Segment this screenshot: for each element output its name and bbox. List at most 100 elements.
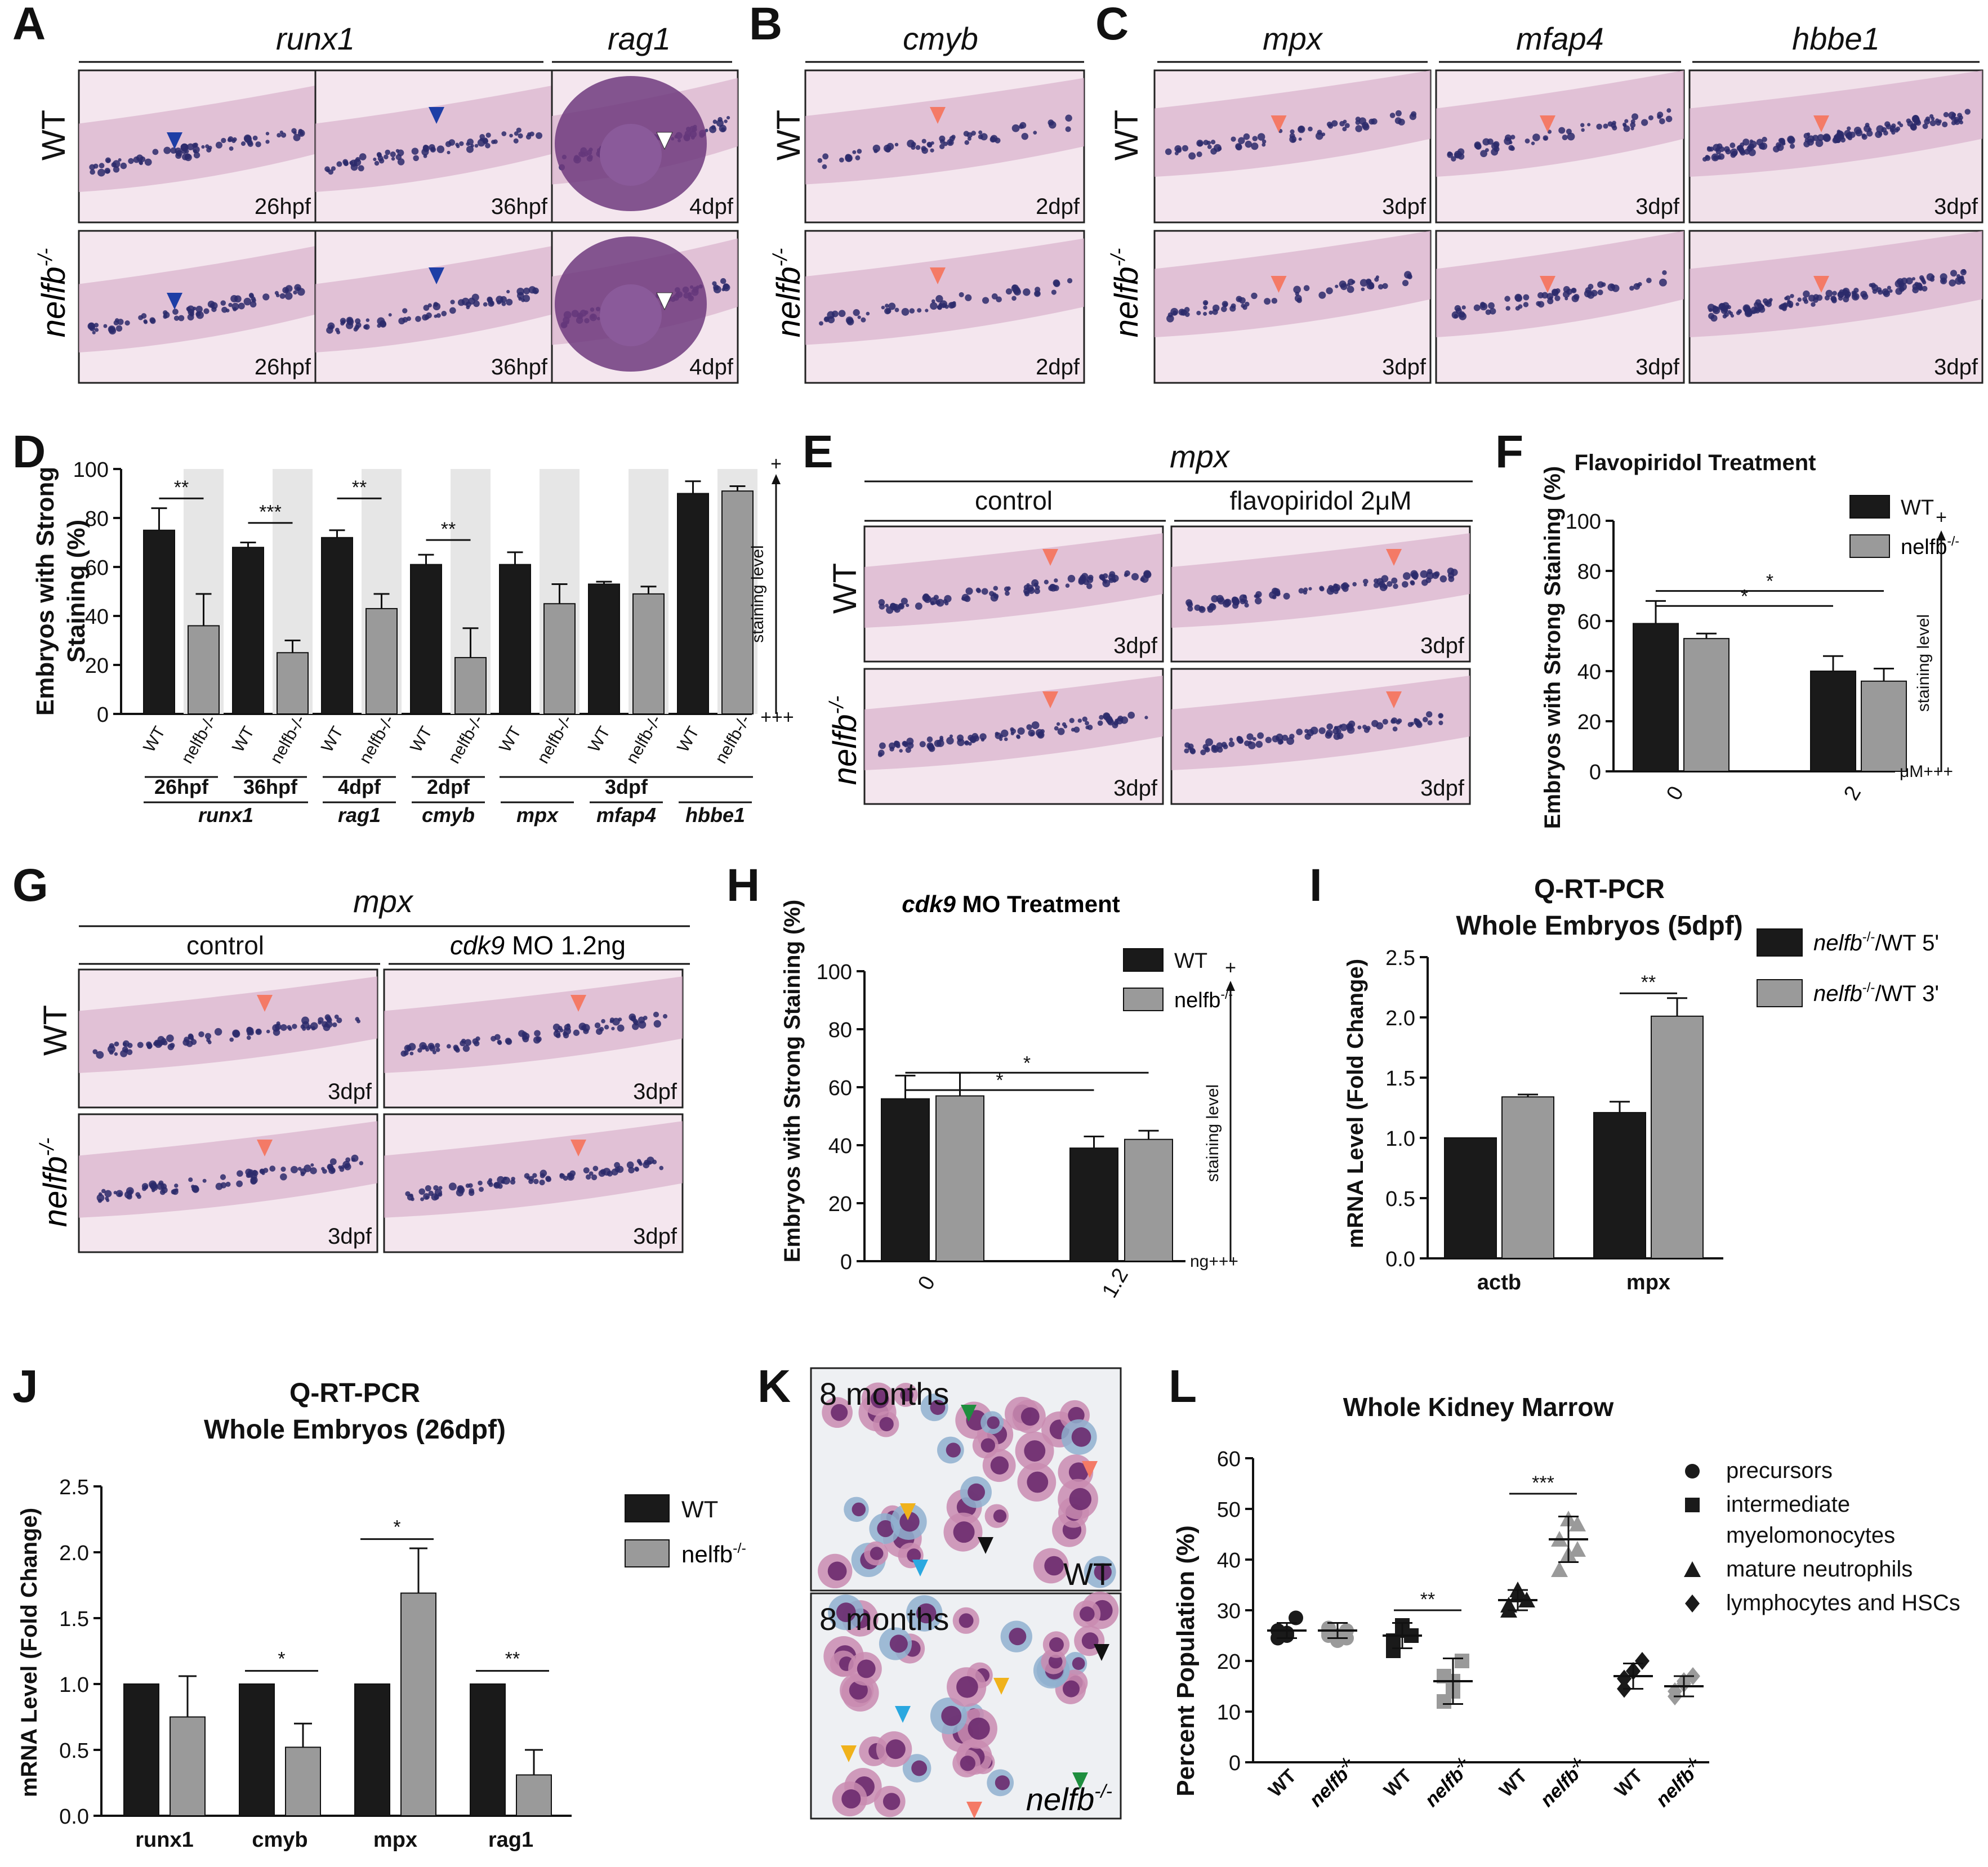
stain-spot <box>323 1024 331 1031</box>
stain-spot <box>97 1199 102 1203</box>
panel-letter: L <box>1169 1361 1197 1412</box>
stain-spot <box>1479 302 1488 311</box>
stain-spot <box>1451 156 1456 162</box>
stain-spot <box>1209 603 1216 611</box>
y-tick-label: 100 <box>817 961 852 984</box>
stain-spot <box>1293 285 1301 294</box>
legend-label: nelfb-/- <box>1901 534 1959 559</box>
stain-spot <box>1298 137 1302 141</box>
stain-spot <box>822 164 827 169</box>
chart-subtitle: Whole Embryos (26dpf) <box>204 1415 506 1445</box>
stain-spot <box>1518 304 1523 309</box>
stain-spot <box>326 1017 332 1023</box>
arrowhead-icon <box>257 995 273 1012</box>
stain-spot <box>1666 108 1671 113</box>
stain-spot <box>469 1188 475 1194</box>
y-tick-label: 2.0 <box>1385 1007 1415 1030</box>
stain-spot <box>852 150 857 154</box>
stain-spot <box>1224 598 1232 606</box>
stain-spot <box>225 1181 231 1187</box>
stage-label: 26hpf <box>154 775 209 798</box>
stain-spot <box>957 738 965 747</box>
stain-spot <box>336 330 341 334</box>
stain-spot <box>1196 310 1201 315</box>
panel-letter: H <box>726 860 760 911</box>
stain-spot <box>939 735 944 740</box>
stain-spot <box>1630 127 1634 131</box>
staining-level-label: staining level <box>748 545 767 642</box>
stain-spot <box>246 1035 251 1040</box>
staining-level-top: + <box>1936 507 1947 528</box>
stain-spot <box>1031 721 1040 730</box>
y-tick-label: 0 <box>1589 761 1601 784</box>
stain-spot <box>89 164 95 171</box>
stain-spot <box>879 604 885 610</box>
stain-spot <box>332 1022 337 1028</box>
stain-spot <box>838 310 846 318</box>
stain-spot <box>1907 120 1914 127</box>
stain-spot <box>111 162 117 168</box>
y-tick-label: 1.0 <box>59 1673 89 1697</box>
stain-spot <box>459 141 464 146</box>
stain-spot <box>1776 142 1782 148</box>
stain-spot <box>252 135 258 141</box>
stain-spot <box>1896 278 1904 285</box>
stain-spot <box>1212 309 1218 315</box>
stain-spot <box>196 311 204 319</box>
stain-spot <box>1283 592 1290 600</box>
stain-spot <box>353 327 358 332</box>
stain-spot <box>1454 153 1460 158</box>
stain-spot <box>1262 139 1267 144</box>
stain-spot <box>203 308 210 314</box>
stain-spot <box>909 308 915 314</box>
significance-label: ** <box>352 477 367 498</box>
stain-spot <box>1581 128 1585 132</box>
stain-spot <box>1886 123 1892 129</box>
stain-spot <box>1289 133 1295 139</box>
stain-spot <box>163 314 168 319</box>
in-situ-image <box>804 230 1085 384</box>
stain-spot <box>1473 304 1481 311</box>
stain-spot <box>391 157 395 161</box>
stain-spot <box>1659 118 1665 124</box>
stain-spot <box>931 299 935 303</box>
y-axis-title: mRNA Level (Fold Change) <box>1343 959 1368 1248</box>
stain-spot <box>1612 125 1617 131</box>
stain-spot <box>1010 731 1014 736</box>
stain-spot <box>364 324 370 330</box>
stain-spot <box>1725 149 1731 155</box>
stain-spot <box>328 169 334 175</box>
stain-spot <box>1906 277 1913 285</box>
stain-spot <box>1883 290 1891 297</box>
stain-spot <box>662 1014 668 1019</box>
stain-spot <box>1286 737 1295 745</box>
stain-spot <box>1217 597 1225 605</box>
stain-spot <box>1245 140 1252 148</box>
bar <box>1683 638 1730 772</box>
stain-spot <box>501 131 507 136</box>
in-situ-image <box>78 69 317 224</box>
stain-spot <box>1347 285 1354 293</box>
stain-spot <box>1853 294 1858 300</box>
nucleus <box>849 1681 868 1700</box>
stain-spot <box>409 1051 414 1056</box>
stain-spot <box>894 307 899 312</box>
stain-spot <box>634 1020 639 1026</box>
stain-spot <box>1742 139 1750 146</box>
stain-spot <box>1757 307 1762 312</box>
stain-spot <box>1346 724 1353 731</box>
arrowhead-icon <box>1072 1772 1088 1789</box>
stain-spot <box>137 1042 144 1048</box>
stain-spot <box>433 302 441 311</box>
stain-spot <box>243 297 252 306</box>
stain-spot <box>1373 582 1379 588</box>
stain-spot <box>1951 120 1956 126</box>
stain-spot <box>1205 747 1210 753</box>
stain-spot <box>1525 138 1530 144</box>
data-point <box>1569 1541 1586 1557</box>
stain-spot <box>1308 587 1312 591</box>
staining-level-top: + <box>1225 957 1236 979</box>
tail-tissue <box>315 246 552 352</box>
arrowhead-icon <box>570 1140 586 1156</box>
y-tick-label: 1.0 <box>1385 1127 1415 1151</box>
